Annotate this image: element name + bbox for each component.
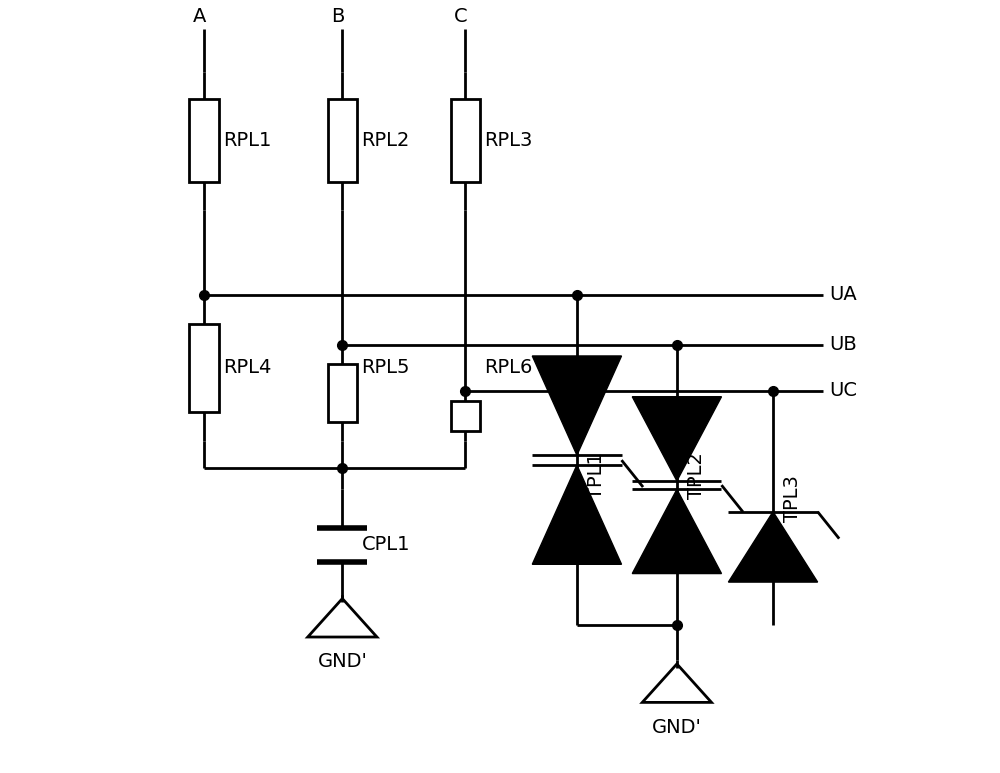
Text: RPL2: RPL2: [362, 131, 410, 151]
Text: RPL6: RPL6: [485, 359, 533, 377]
Bar: [451, 100, 480, 182]
Text: RPL3: RPL3: [485, 131, 533, 151]
Text: RPL5: RPL5: [362, 359, 410, 377]
Polygon shape: [532, 356, 622, 455]
Text: C: C: [454, 7, 467, 26]
Text: UB: UB: [829, 335, 857, 354]
Polygon shape: [532, 465, 622, 564]
Text: A: A: [192, 7, 206, 26]
Bar: [189, 100, 219, 182]
Bar: [328, 100, 357, 182]
Polygon shape: [632, 489, 721, 574]
Bar: [451, 401, 480, 431]
Polygon shape: [632, 397, 721, 481]
Bar: [328, 364, 357, 422]
Bar: [189, 324, 219, 412]
Text: UA: UA: [829, 285, 857, 305]
Text: TPL3: TPL3: [783, 475, 802, 522]
Text: TPL2: TPL2: [687, 451, 706, 499]
Polygon shape: [728, 512, 818, 582]
Text: RPL4: RPL4: [223, 359, 272, 377]
Text: TPL1: TPL1: [587, 451, 606, 499]
Text: UC: UC: [829, 381, 857, 400]
Text: RPL1: RPL1: [223, 131, 272, 151]
Text: CPL1: CPL1: [362, 535, 410, 554]
Text: GND': GND': [317, 652, 367, 672]
Text: B: B: [331, 7, 344, 26]
Text: GND': GND': [652, 718, 702, 737]
